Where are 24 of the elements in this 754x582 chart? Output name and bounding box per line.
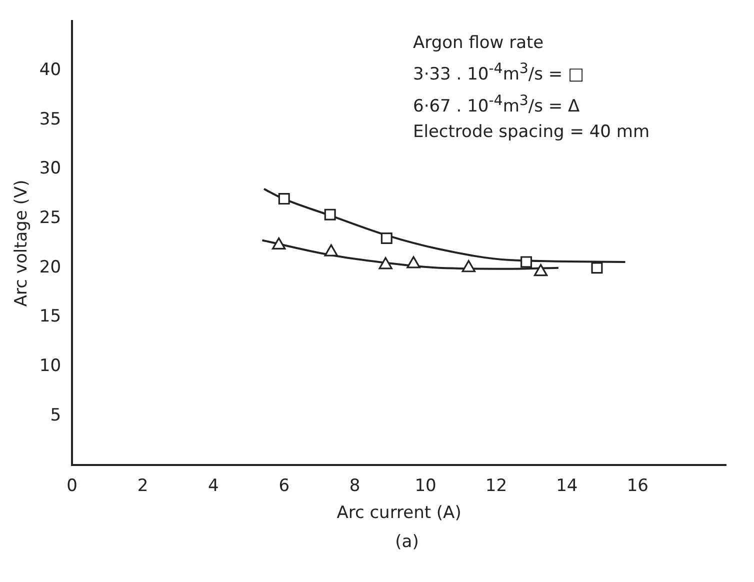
x-tick-label: 10 xyxy=(414,476,436,496)
y-tick-label: 40 xyxy=(39,60,62,80)
x-tick-label: 6 xyxy=(278,476,290,496)
x-tick-label: 2 xyxy=(137,476,148,496)
x-tick-label: 8 xyxy=(349,476,360,496)
y-tick-label: 20 xyxy=(39,257,62,278)
annotation: 3·33 . 10$^{-4}$m$^{3}$/s = □ xyxy=(413,60,586,87)
annotation: 6·67 . 10$^{-4}$m$^{3}$/s = Δ xyxy=(413,92,581,118)
x-tick-label: 0 xyxy=(66,476,78,496)
y-tick-label: 25 xyxy=(39,208,62,228)
x-tick-label: 14 xyxy=(556,476,578,496)
y-tick-label: 15 xyxy=(39,306,62,327)
y-axis-title: Arc voltage (V) xyxy=(12,180,32,307)
y-tick-label: 5 xyxy=(50,405,62,426)
y-tick-label: 10 xyxy=(39,356,62,376)
y-tick-label: 30 xyxy=(39,158,62,179)
x-tick-label: 12 xyxy=(485,476,508,496)
y-tick-label: 35 xyxy=(39,109,62,130)
x-tick-label: 4 xyxy=(208,476,219,496)
x-axis-title: Arc current (A) xyxy=(336,503,462,524)
annotation: Argon flow rate xyxy=(413,32,545,55)
annotation: Electrode spacing = 40 mm xyxy=(413,121,650,144)
text: (a) xyxy=(394,532,420,552)
x-tick-label: 16 xyxy=(626,476,648,496)
